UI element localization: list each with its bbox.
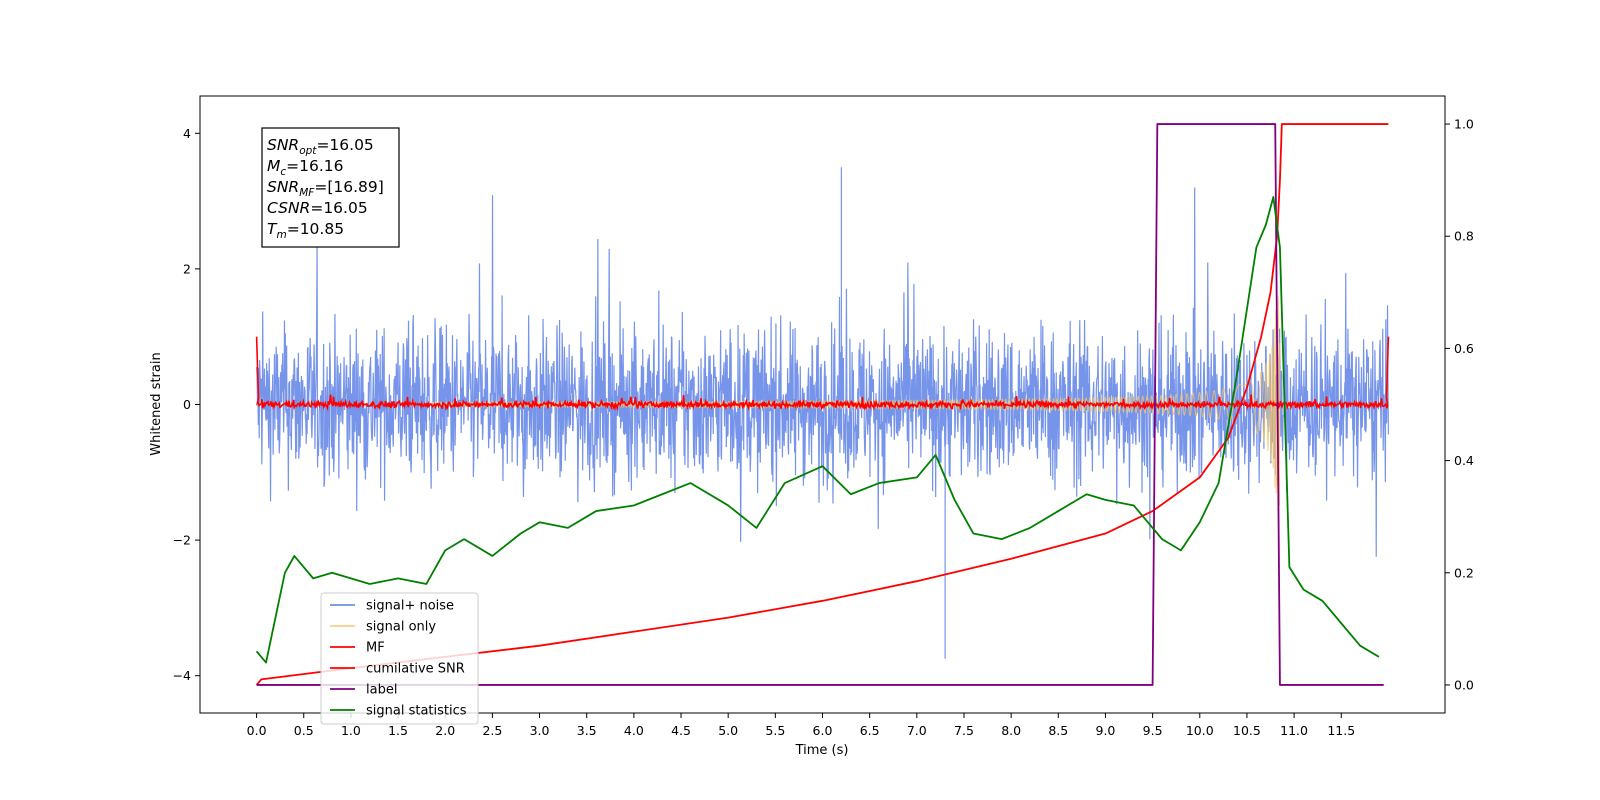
legend-frame	[320, 592, 479, 725]
legend-entry: signal+ noise	[366, 599, 454, 614]
info-box-line: Mc=16.16	[267, 157, 344, 178]
x-tick-label: 5.5	[765, 723, 785, 738]
x-tick-label: 7.5	[954, 723, 974, 738]
legend-entry: MF	[366, 641, 385, 656]
y-right-tick-label: 0.4	[1454, 453, 1474, 468]
y-tick-label: −4	[173, 668, 191, 683]
y-tick-label: 2	[183, 261, 191, 276]
info-box: SNRopt=16.05Mc=16.16SNRMF=[16.89]CSNR=16…	[261, 127, 400, 248]
series-label-line	[256, 123, 1384, 686]
x-tick-label: 1.5	[388, 723, 408, 738]
info-box-line: SNRopt=16.05	[267, 136, 374, 157]
x-tick-label: 3.0	[530, 723, 550, 738]
x-tick-label: 11.0	[1280, 723, 1308, 738]
series-signal-statistics-line	[255, 196, 1380, 664]
y-right-tick-label: 0.8	[1454, 229, 1474, 244]
x-tick-label: 11.5	[1327, 723, 1355, 738]
x-tick-label: 0.5	[294, 723, 314, 738]
x-tick-label: 8.5	[1048, 723, 1068, 738]
x-tick-label: 10.5	[1233, 723, 1261, 738]
x-axis: 0.0 0.5 1.0 1.5 2.0 2.5 3.0 3.5 4.0 4.5 5.0 5.5 6.0 6…	[247, 713, 1355, 738]
info-box-line: CSNR=16.05	[267, 199, 368, 217]
y-right-tick-label: 0.2	[1454, 565, 1474, 580]
x-tick-label: 6.0	[813, 723, 833, 738]
y-axis-right: 1.0 0.8 0.6 0.4 0.2 0.0	[1445, 117, 1474, 692]
y-axis-left: 4 2 0 −2 −4	[173, 126, 200, 683]
x-tick-label: 4.5	[671, 723, 691, 738]
y-right-tick-label: 1.0	[1454, 117, 1474, 132]
legend-entry: signal statistics	[366, 704, 467, 719]
x-tick-label: 2.5	[482, 723, 502, 738]
x-tick-label: 1.0	[341, 723, 361, 738]
x-tick-label: 10.0	[1186, 723, 1214, 738]
y-axis-label: Whitened strain	[149, 352, 164, 455]
x-tick-label: 3.5	[577, 723, 597, 738]
info-box-line: SNRMF=[16.89]	[267, 178, 384, 199]
y-right-tick-label: 0.0	[1454, 677, 1474, 692]
x-tick-label: 9.5	[1143, 723, 1163, 738]
legend-entry: cumilative SNR	[366, 662, 465, 677]
info-box-frame	[261, 127, 400, 248]
x-tick-label: 5.0	[718, 723, 738, 738]
x-axis-label: Time (s)	[795, 743, 849, 758]
x-tick-label: 8.0	[1001, 723, 1021, 738]
x-tick-label: 0.0	[247, 723, 267, 738]
legend-entry: label	[366, 683, 397, 698]
x-tick-label: 7.0	[907, 723, 927, 738]
y-tick-label: −2	[173, 533, 191, 548]
series-layer	[255, 123, 1390, 686]
y-tick-label: 4	[183, 126, 191, 141]
x-tick-label: 2.0	[435, 723, 455, 738]
y-tick-label: 0	[183, 397, 191, 412]
x-tick-label: 9.0	[1096, 723, 1116, 738]
y-right-tick-label: 0.6	[1454, 341, 1474, 356]
legend: signal+ noise signal only MF cumilative SNR…	[320, 592, 479, 725]
series-mf-line	[255, 336, 1390, 412]
legend-entry: signal only	[366, 620, 436, 635]
x-tick-label: 4.0	[624, 723, 644, 738]
info-box-line: Tm=10.85	[267, 220, 344, 241]
x-tick-label: 6.5	[860, 723, 880, 738]
series-signal-noise-line	[255, 167, 1390, 659]
